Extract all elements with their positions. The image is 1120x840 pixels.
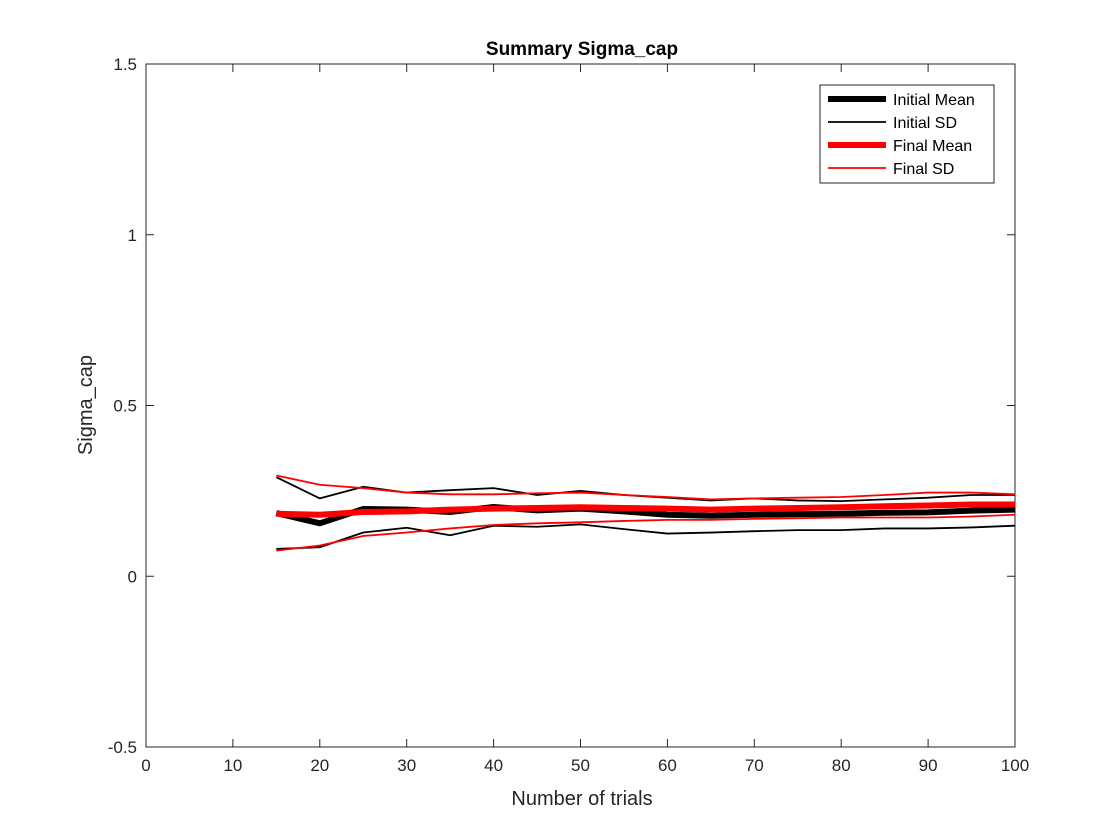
x-tick-label: 50 <box>571 756 590 775</box>
series-line-final-sd-4 <box>276 474 1016 501</box>
x-tick-label: 60 <box>658 756 677 775</box>
y-tick-label: 0.5 <box>113 397 137 416</box>
x-tick-label: 100 <box>1001 756 1029 775</box>
x-tick-label: 20 <box>310 756 329 775</box>
series-line-final-sd-5 <box>276 513 1016 552</box>
plot-area: 0 10 20 30 40 50 60 70 80 90 100-0.500.511.5 <box>108 55 1029 775</box>
x-tick-label: 40 <box>484 756 503 775</box>
legend-label: Final Mean <box>893 138 972 155</box>
chart-title: Summary Sigma_cap <box>486 39 678 60</box>
x-tick-label: 30 <box>397 756 416 775</box>
x-tick-label: 10 <box>223 756 242 775</box>
legend-label: Final SD <box>893 161 954 178</box>
series-line-final-mean-3 <box>276 501 1015 518</box>
x-axis-label: Number of trials <box>511 788 652 810</box>
legend-label: Initial Mean <box>893 92 975 109</box>
y-tick-label: 1 <box>128 226 137 245</box>
x-tick-label: 80 <box>832 756 851 775</box>
x-tick-label: 0 <box>141 756 150 775</box>
x-tick-label: 90 <box>919 756 938 775</box>
series-line-initial-sd-2 <box>276 523 1016 550</box>
y-tick-label: -0.5 <box>108 738 137 757</box>
y-tick-label: 0 <box>128 567 137 586</box>
y-axis-label: Sigma_cap <box>75 355 97 455</box>
legend: Initial Mean Initial SD Final Mean Final SD <box>819 84 995 184</box>
x-tick-label: 70 <box>745 756 764 775</box>
legend-label: Initial SD <box>893 115 957 132</box>
y-tick-label: 1.5 <box>113 55 137 74</box>
